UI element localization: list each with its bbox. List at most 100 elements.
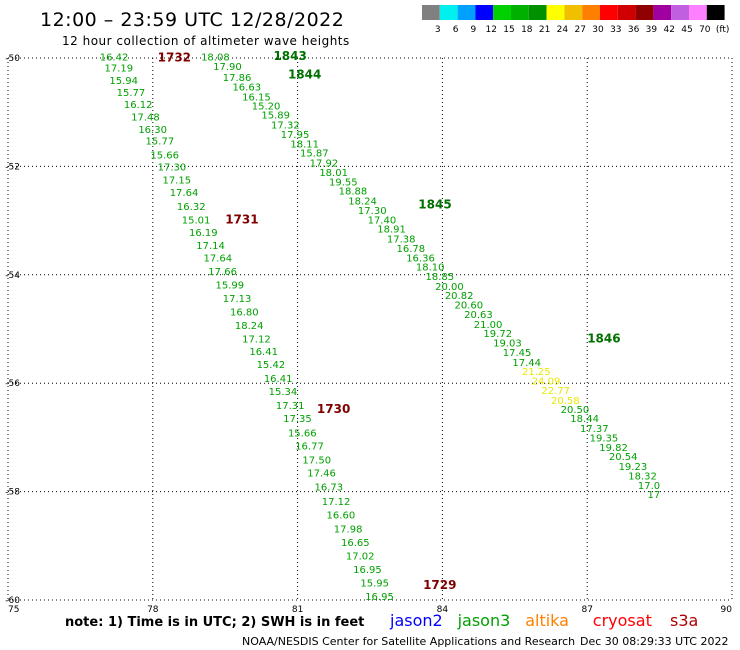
legend-label: 18 bbox=[521, 25, 533, 35]
legend-swatch bbox=[689, 5, 707, 20]
swh-value: 16.32 bbox=[177, 202, 206, 213]
pass-time-label: 1729 bbox=[423, 578, 456, 592]
swh-value: 18.88 bbox=[339, 187, 368, 198]
legend-swatch bbox=[706, 5, 725, 20]
swh-value: 17 bbox=[648, 490, 661, 501]
mission-jason2: jason2 bbox=[389, 611, 443, 630]
swh-value: 17.37 bbox=[580, 424, 609, 435]
swh-value: 18.11 bbox=[290, 139, 319, 150]
swh-value: 16.80 bbox=[230, 307, 259, 318]
swh-value: 17.44 bbox=[512, 358, 541, 369]
swh-value: 16.63 bbox=[232, 83, 261, 94]
swh-value: 19.72 bbox=[483, 329, 512, 340]
legend-label: 15 bbox=[503, 25, 514, 35]
swh-value: 17.66 bbox=[208, 267, 237, 278]
grid bbox=[7, 57, 733, 601]
swh-value: 17.48 bbox=[131, 112, 160, 123]
swh-value: 17.32 bbox=[271, 120, 300, 131]
x-tick-label: 87 bbox=[581, 605, 592, 615]
swh-value: 22.77 bbox=[541, 386, 570, 397]
swh-value: 24.09 bbox=[532, 376, 561, 387]
legend-swatch bbox=[528, 5, 547, 20]
swh-value: 18.24 bbox=[348, 196, 377, 207]
swh-value: 15.42 bbox=[257, 360, 286, 371]
swh-value: 17.02 bbox=[346, 551, 375, 562]
x-tick-label: 78 bbox=[147, 605, 159, 615]
pass-time-label: 1844 bbox=[288, 68, 321, 82]
swh-value: 17.90 bbox=[213, 62, 242, 73]
swh-value: 16.95 bbox=[353, 565, 382, 576]
time-labels: 1732 1731 1730 1729 1843 1844 1845 1846 bbox=[158, 49, 621, 592]
swh-value: 17.40 bbox=[368, 215, 397, 226]
legend-swatch bbox=[457, 5, 476, 20]
swh-value: 18.85 bbox=[426, 272, 455, 283]
y-tick-label: -52 bbox=[5, 162, 20, 172]
swh-value: 20.54 bbox=[609, 452, 638, 463]
legend-label: 30 bbox=[592, 25, 604, 35]
swh-value: 17.31 bbox=[276, 401, 305, 412]
swh-value: 17.35 bbox=[283, 414, 312, 425]
swh-value: 20.00 bbox=[435, 282, 464, 293]
swh-value: 17.30 bbox=[358, 206, 387, 217]
swh-value: 17.98 bbox=[334, 524, 363, 535]
swh-value: 17.45 bbox=[503, 348, 532, 359]
swh-value: 18.32 bbox=[628, 472, 657, 483]
swh-value: 19.03 bbox=[493, 338, 522, 349]
swh-value: 16.19 bbox=[189, 228, 218, 239]
data-points: 16.4217.1915.9415.7716.1217.4816.3015.77… bbox=[100, 53, 661, 603]
chart-subtitle: 12 hour collection of altimeter wave hei… bbox=[62, 34, 350, 48]
legend-label: 24 bbox=[557, 25, 569, 35]
legend-swatch bbox=[564, 5, 583, 20]
legend-label: 12 bbox=[485, 25, 496, 35]
swh-value: 17.86 bbox=[223, 73, 252, 84]
mission-jason3: jason3 bbox=[457, 611, 511, 630]
swh-value: 15.77 bbox=[117, 88, 146, 99]
legend-swatch bbox=[439, 5, 458, 20]
pass-time-label: 1845 bbox=[418, 198, 451, 212]
swh-value: 18.24 bbox=[235, 321, 264, 332]
swh-value: 15.89 bbox=[261, 111, 290, 122]
swh-value: 15.34 bbox=[269, 387, 298, 398]
footer-generated: Dec 30 08:29:33 UTC 2022 bbox=[580, 635, 728, 648]
plot-area: 75 78 81 84 87 90-50-52-54-56-58-60 16.4217.1… bbox=[5, 49, 733, 615]
swh-value: 15.20 bbox=[252, 101, 281, 112]
swh-value: 17.13 bbox=[223, 294, 252, 305]
pass-time-label: 1846 bbox=[587, 332, 620, 346]
x-tick-label: 90 bbox=[721, 605, 733, 615]
mission-s3a: s3a bbox=[670, 611, 698, 630]
swh-value: 17.0 bbox=[638, 481, 660, 492]
pass-time-label: 1730 bbox=[317, 402, 350, 416]
mission-altika: altika bbox=[525, 611, 569, 630]
swh-value: 18.08 bbox=[201, 53, 230, 64]
footer-credit: NOAA/NESDIS Center for Satellite Applica… bbox=[242, 635, 575, 648]
swh-value: 15.66 bbox=[288, 428, 317, 439]
axis-ticks: 75 78 81 84 87 90 -50 -52 -54 -56 -58 -60 bbox=[5, 54, 732, 615]
swh-value: 17.19 bbox=[105, 64, 134, 75]
legend-swatch bbox=[475, 5, 494, 20]
swh-value: 18.10 bbox=[416, 262, 445, 273]
swh-value: 16.41 bbox=[249, 347, 278, 358]
legend-swatch bbox=[600, 5, 618, 20]
x-tick-label: 81 bbox=[292, 605, 303, 615]
legend-label: 36 bbox=[628, 25, 640, 35]
swh-value: 20.58 bbox=[551, 396, 580, 407]
legend-swatch bbox=[635, 5, 654, 20]
y-tick-label: -54 bbox=[5, 271, 20, 281]
legend-label: 33 bbox=[610, 25, 621, 35]
color-legend: 3 6 9 12 15 18 21 24 27 30 33 36 39 42 45 70 (ft) bbox=[422, 5, 729, 35]
swh-value: 16.60 bbox=[327, 511, 356, 522]
y-tick-label: -58 bbox=[5, 488, 20, 498]
swh-value: 21.00 bbox=[474, 320, 503, 331]
swh-value: 19.23 bbox=[619, 462, 648, 473]
swh-value: 16.15 bbox=[242, 92, 271, 103]
swh-value: 16.12 bbox=[124, 100, 153, 111]
swh-value: 17.64 bbox=[203, 253, 232, 264]
swh-value: 16.73 bbox=[314, 483, 343, 494]
swh-value: 17.15 bbox=[162, 176, 191, 187]
swh-value: 15.94 bbox=[109, 76, 138, 87]
legend-label: 42 bbox=[663, 25, 674, 35]
legend-swatch bbox=[546, 5, 565, 20]
legend-label: (ft) bbox=[716, 25, 730, 35]
legend-label: 9 bbox=[471, 25, 477, 35]
legend-label: 70 bbox=[699, 25, 711, 35]
